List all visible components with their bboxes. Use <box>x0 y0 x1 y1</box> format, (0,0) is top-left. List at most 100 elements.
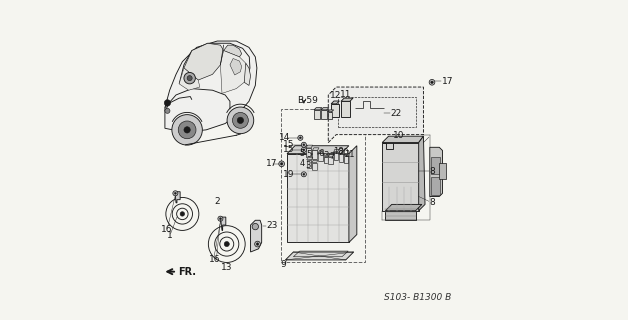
Circle shape <box>219 218 222 220</box>
Text: 22: 22 <box>391 108 402 117</box>
Polygon shape <box>220 51 247 93</box>
Circle shape <box>184 72 195 84</box>
Polygon shape <box>306 145 313 148</box>
Bar <box>431 178 440 195</box>
Polygon shape <box>338 151 344 153</box>
Polygon shape <box>184 43 224 80</box>
Text: FR.: FR. <box>178 267 196 277</box>
Bar <box>344 156 349 163</box>
Circle shape <box>224 242 229 247</box>
Text: 23: 23 <box>266 221 278 230</box>
Polygon shape <box>386 204 422 211</box>
Text: 17: 17 <box>266 159 278 168</box>
Circle shape <box>298 135 303 140</box>
Polygon shape <box>179 68 200 90</box>
Text: 8: 8 <box>429 198 435 207</box>
Circle shape <box>173 191 178 196</box>
Text: 4: 4 <box>300 159 305 168</box>
Polygon shape <box>344 153 350 156</box>
Circle shape <box>180 212 185 216</box>
Circle shape <box>429 79 435 85</box>
Text: 1: 1 <box>167 231 173 240</box>
Text: 3: 3 <box>323 151 329 160</box>
Circle shape <box>431 81 433 84</box>
Text: 15: 15 <box>283 145 295 154</box>
Polygon shape <box>430 147 443 196</box>
Polygon shape <box>165 41 257 132</box>
Polygon shape <box>419 136 425 211</box>
Bar <box>318 153 323 161</box>
Circle shape <box>256 243 259 245</box>
Text: B-59: B-59 <box>298 96 318 105</box>
Bar <box>338 153 343 162</box>
Polygon shape <box>328 87 423 142</box>
Circle shape <box>218 216 223 221</box>
Text: 18: 18 <box>333 147 344 156</box>
Text: S103- B1300 B: S103- B1300 B <box>384 293 451 302</box>
Polygon shape <box>331 101 339 104</box>
Polygon shape <box>306 157 313 160</box>
Polygon shape <box>328 155 334 157</box>
Text: 20: 20 <box>338 148 349 157</box>
Polygon shape <box>321 108 329 110</box>
Bar <box>382 142 419 211</box>
Bar <box>287 154 349 243</box>
Bar <box>323 156 328 163</box>
Text: 19: 19 <box>283 170 295 179</box>
Circle shape <box>300 137 301 139</box>
Text: 15: 15 <box>283 140 295 149</box>
Polygon shape <box>440 163 446 179</box>
Polygon shape <box>341 98 353 101</box>
Bar <box>338 97 416 127</box>
Circle shape <box>255 241 261 247</box>
Bar <box>281 109 365 261</box>
Text: 5: 5 <box>306 150 311 159</box>
Text: 21: 21 <box>344 150 355 159</box>
Text: 9: 9 <box>281 260 286 269</box>
Bar <box>306 160 311 168</box>
Polygon shape <box>349 146 357 243</box>
Text: 14: 14 <box>279 133 290 142</box>
Bar <box>431 157 440 174</box>
Polygon shape <box>382 136 423 142</box>
Circle shape <box>279 161 284 167</box>
Bar <box>311 163 317 170</box>
Polygon shape <box>286 252 354 260</box>
Text: 17: 17 <box>441 77 453 86</box>
Text: 5: 5 <box>299 148 305 157</box>
Circle shape <box>252 223 259 230</box>
Bar <box>314 110 320 119</box>
Bar <box>328 157 333 164</box>
Circle shape <box>280 163 283 165</box>
Circle shape <box>165 100 171 106</box>
Circle shape <box>303 149 305 151</box>
Circle shape <box>303 144 305 146</box>
Bar <box>386 211 416 220</box>
Text: 3: 3 <box>305 161 310 170</box>
Polygon shape <box>311 160 318 163</box>
Bar <box>306 148 311 157</box>
Bar <box>333 152 338 160</box>
Circle shape <box>232 112 248 128</box>
Polygon shape <box>251 220 262 252</box>
Polygon shape <box>287 146 349 154</box>
Text: 16: 16 <box>208 255 220 264</box>
Circle shape <box>187 76 192 81</box>
Text: 6: 6 <box>318 148 324 157</box>
Polygon shape <box>333 149 339 152</box>
Polygon shape <box>312 148 319 150</box>
Circle shape <box>301 147 306 152</box>
Circle shape <box>301 172 306 177</box>
Bar <box>312 150 318 159</box>
Text: 11: 11 <box>340 90 351 99</box>
Polygon shape <box>220 217 226 230</box>
Polygon shape <box>224 45 242 57</box>
Circle shape <box>178 121 196 139</box>
Bar <box>321 110 327 119</box>
Text: 13: 13 <box>221 263 232 272</box>
Circle shape <box>303 173 305 175</box>
Polygon shape <box>318 150 324 153</box>
Text: 7: 7 <box>329 152 335 161</box>
Bar <box>328 112 332 119</box>
Text: 16: 16 <box>161 225 173 234</box>
